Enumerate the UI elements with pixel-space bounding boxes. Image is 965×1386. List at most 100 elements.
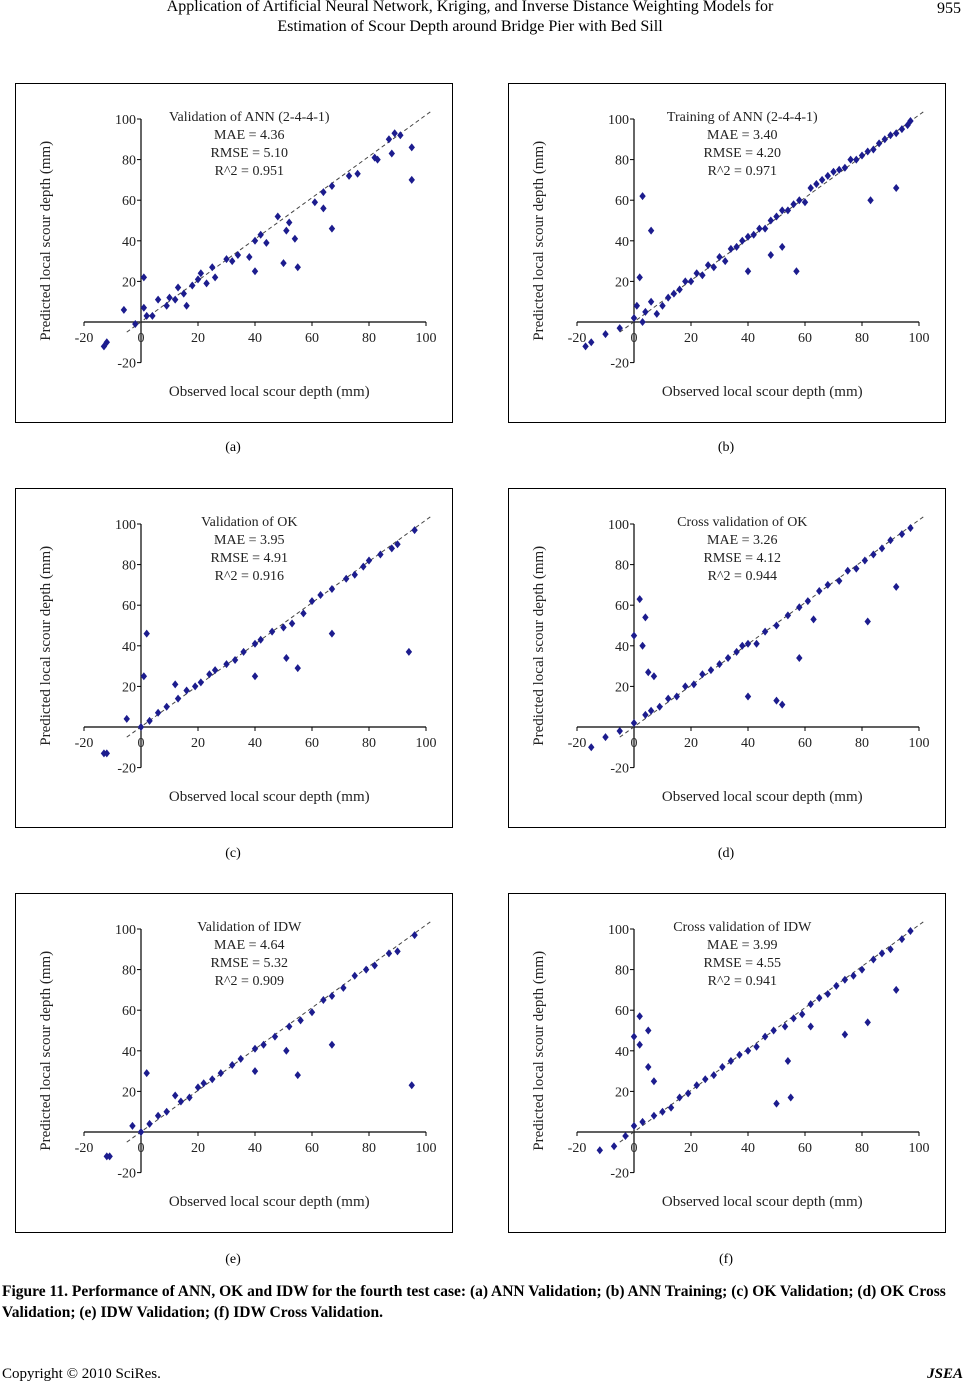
data-point [251, 639, 259, 648]
data-point [761, 1032, 769, 1041]
journal-name: JSEA [927, 1366, 963, 1382]
data-point [793, 267, 800, 276]
chart-title: Validation of OK [201, 515, 297, 530]
data-point [653, 309, 660, 318]
data-point [177, 1097, 185, 1106]
data-point [761, 627, 769, 636]
data-point [234, 251, 242, 260]
data-point [411, 526, 418, 535]
x-tick-label: 60 [305, 736, 319, 751]
data-point [807, 184, 814, 193]
data-point [320, 996, 327, 1005]
x-tick-label: 0 [631, 331, 638, 346]
chart-panel: -20 0 20 40 60 80 100 -20 20 40 60 80 100 Training of… [508, 83, 946, 423]
y-tick-label: 20 [122, 1085, 136, 1100]
stat-label: RMSE = 4.20 [704, 146, 782, 161]
data-point [744, 692, 752, 701]
x-tick-label: 100 [416, 736, 437, 751]
data-point [716, 660, 723, 669]
x-axis-label: Observed local scour depth (mm) [662, 789, 863, 805]
data-point [853, 564, 860, 573]
x-tick-label: -20 [568, 736, 587, 751]
chart-panel: -20 0 20 40 60 80 100 -20 20 40 60 80 100 Validation … [15, 893, 453, 1233]
data-point [907, 927, 914, 936]
y-tick-label: 60 [122, 1004, 136, 1019]
data-point [639, 641, 646, 650]
data-point [784, 611, 792, 620]
data-point [667, 1103, 675, 1112]
data-point [240, 647, 247, 656]
data-point [642, 613, 649, 622]
data-point [351, 570, 358, 579]
y-tick-label: -20 [117, 762, 136, 777]
x-tick-label: 80 [855, 1141, 869, 1156]
stat-label: R^2 = 0.951 [215, 164, 284, 179]
x-axis-label: Observed local scour depth (mm) [662, 1194, 863, 1210]
data-point [351, 971, 358, 980]
data-point [143, 1069, 150, 1078]
data-point [784, 206, 792, 215]
data-point [194, 275, 202, 284]
data-point [268, 627, 276, 636]
data-point [665, 293, 672, 302]
y-axis-label: Predicted local scour depth (mm) [531, 546, 547, 746]
data-point [858, 965, 866, 974]
data-point [887, 536, 894, 545]
data-point [286, 1022, 293, 1031]
x-tick-label: 0 [631, 736, 638, 751]
data-point [391, 129, 398, 138]
data-point [328, 584, 336, 593]
data-point [217, 1069, 224, 1078]
x-tick-label: 20 [191, 736, 205, 751]
data-point [904, 121, 911, 130]
data-point [283, 1046, 290, 1055]
x-tick-label: 60 [798, 1141, 812, 1156]
data-point [841, 163, 849, 172]
data-point [753, 1042, 760, 1051]
data-point [297, 1016, 304, 1025]
x-tick-label: 80 [362, 1141, 376, 1156]
y-tick-label: 80 [615, 559, 629, 574]
data-point [907, 524, 914, 533]
y-tick-label: 20 [122, 680, 136, 695]
x-tick-label: 40 [741, 736, 755, 751]
data-point [291, 234, 299, 243]
data-point [736, 1050, 743, 1059]
data-point [251, 1067, 259, 1076]
data-point [647, 297, 655, 306]
chart-panel: -20 0 20 40 60 80 100 -20 20 40 60 80 100 Validation … [15, 83, 453, 423]
reference-line [619, 515, 925, 738]
stat-label: RMSE = 4.91 [211, 551, 289, 566]
data-point [229, 257, 236, 266]
chart-title: Validation of ANN (2-4-4-1) [169, 110, 330, 125]
data-point [137, 723, 145, 731]
data-point [388, 544, 395, 553]
data-point [722, 257, 729, 266]
data-point [588, 743, 595, 752]
y-tick-label: 80 [122, 964, 136, 979]
data-point [830, 167, 837, 176]
x-tick-label: -20 [75, 1141, 94, 1156]
data-point [294, 263, 301, 272]
data-point [163, 1107, 170, 1116]
data-point [106, 1152, 113, 1161]
data-point [622, 1132, 629, 1141]
data-point [707, 666, 715, 675]
y-tick-label: 60 [615, 1004, 629, 1019]
data-point [397, 131, 404, 140]
x-axis-label: Observed local scour depth (mm) [662, 384, 863, 400]
y-tick-label: -20 [117, 357, 136, 372]
data-point [898, 530, 906, 539]
data-point [858, 151, 866, 160]
data-point [140, 672, 148, 681]
reference-line [126, 515, 432, 738]
y-tick-label: 80 [615, 154, 629, 169]
data-point [867, 196, 874, 205]
data-point [231, 656, 239, 665]
data-point [704, 261, 712, 270]
data-point [633, 301, 641, 310]
